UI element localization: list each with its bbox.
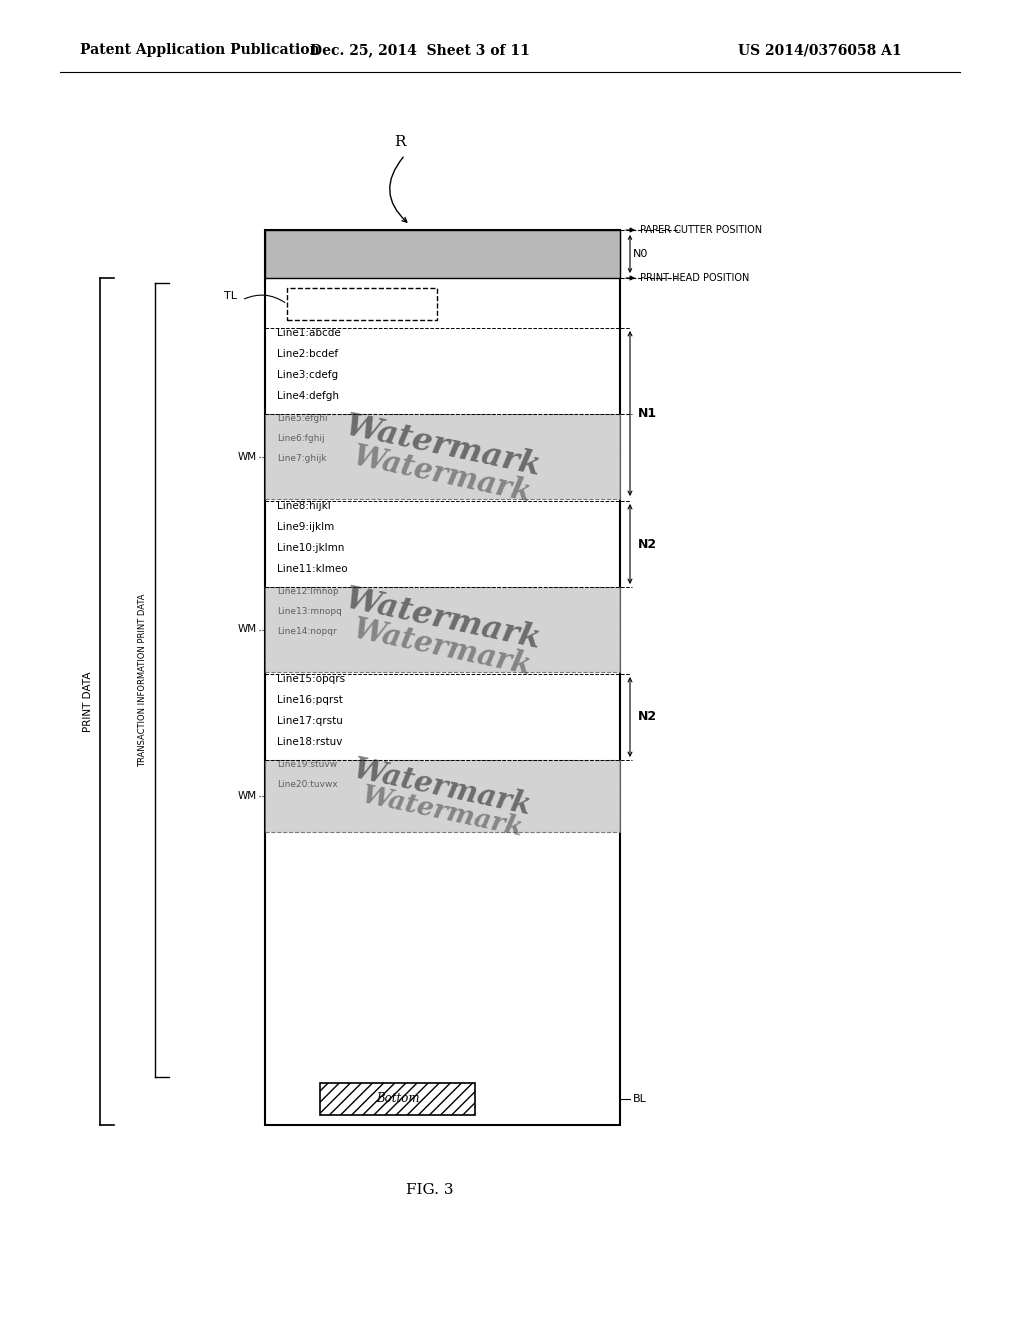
Text: Line6:fghij: Line6:fghij [278,434,325,444]
Text: Watermark: Watermark [359,783,525,841]
Text: PRINT HEAD POSITION: PRINT HEAD POSITION [640,273,750,282]
Text: Line5:efghi: Line5:efghi [278,414,328,422]
Text: R: R [394,135,406,149]
Bar [265,414,620,499]
Text: Bottom: Bottom [376,1093,419,1106]
Text: US 2014/0376058 A1: US 2014/0376058 A1 [738,44,902,57]
Text: BL: BL [633,1094,647,1104]
Text: TRANSACTION INFORMATION PRINT DATA: TRANSACTION INFORMATION PRINT DATA [138,593,147,767]
Text: Line8:hijkl: Line8:hijkl [278,502,331,511]
Text: Watermark: Watermark [350,614,535,681]
Text: N2: N2 [638,710,657,723]
Text: PAPER CUTTER POSITION: PAPER CUTTER POSITION [640,224,762,235]
Bar [265,760,620,832]
Text: Dec. 25, 2014  Sheet 3 of 11: Dec. 25, 2014 Sheet 3 of 11 [310,44,530,57]
Text: Top   Logo: Top Logo [333,300,391,309]
Text: Line12:lmnop: Line12:lmnop [278,587,339,597]
Text: PRINT DATA: PRINT DATA [83,672,93,731]
Text: N0: N0 [633,249,648,259]
Bar [265,230,620,279]
Text: Line13:mnopq: Line13:mnopq [278,607,342,616]
Text: Line17:qrstu: Line17:qrstu [278,715,343,726]
Text: Watermark: Watermark [342,583,544,656]
Text: Line10:jklmn: Line10:jklmn [278,543,344,553]
Text: WM: WM [238,451,257,462]
Bar [287,288,437,319]
FancyArrowPatch shape [390,157,407,222]
Text: Patent Application Publication: Patent Application Publication [80,44,319,57]
Bar [319,1082,475,1115]
Bar [265,230,620,1125]
Text: Line3:cdefg: Line3:cdefg [278,370,338,380]
Text: Line16:pqrst: Line16:pqrst [278,696,343,705]
Text: Line9:ijklm: Line9:ijklm [278,521,334,532]
Text: TL: TL [224,290,237,301]
Text: Line11:klmeo: Line11:klmeo [278,564,347,574]
Text: Watermark: Watermark [350,755,535,821]
Bar [265,587,620,672]
Text: WM: WM [238,624,257,635]
Text: Line4:defgh: Line4:defgh [278,391,339,401]
Text: N2: N2 [638,537,657,550]
Text: Line18:rstuv: Line18:rstuv [278,737,342,747]
Text: Line19:stuvw: Line19:stuvw [278,760,337,770]
Text: Line20:tuvwx: Line20:tuvwx [278,780,338,789]
Text: Line1:abcde: Line1:abcde [278,327,341,338]
Text: Line14:nopqr: Line14:nopqr [278,627,337,636]
Text: Line15:opqrs: Line15:opqrs [278,675,345,684]
Text: Watermark: Watermark [342,411,544,482]
Text: Watermark: Watermark [350,441,535,508]
Text: Line7:ghijk: Line7:ghijk [278,454,327,463]
Text: FIG. 3: FIG. 3 [407,1183,454,1197]
Text: WM: WM [238,791,257,801]
Text: Line2:bcdef: Line2:bcdef [278,348,338,359]
Text: N1: N1 [638,407,657,420]
Bar [265,230,620,279]
